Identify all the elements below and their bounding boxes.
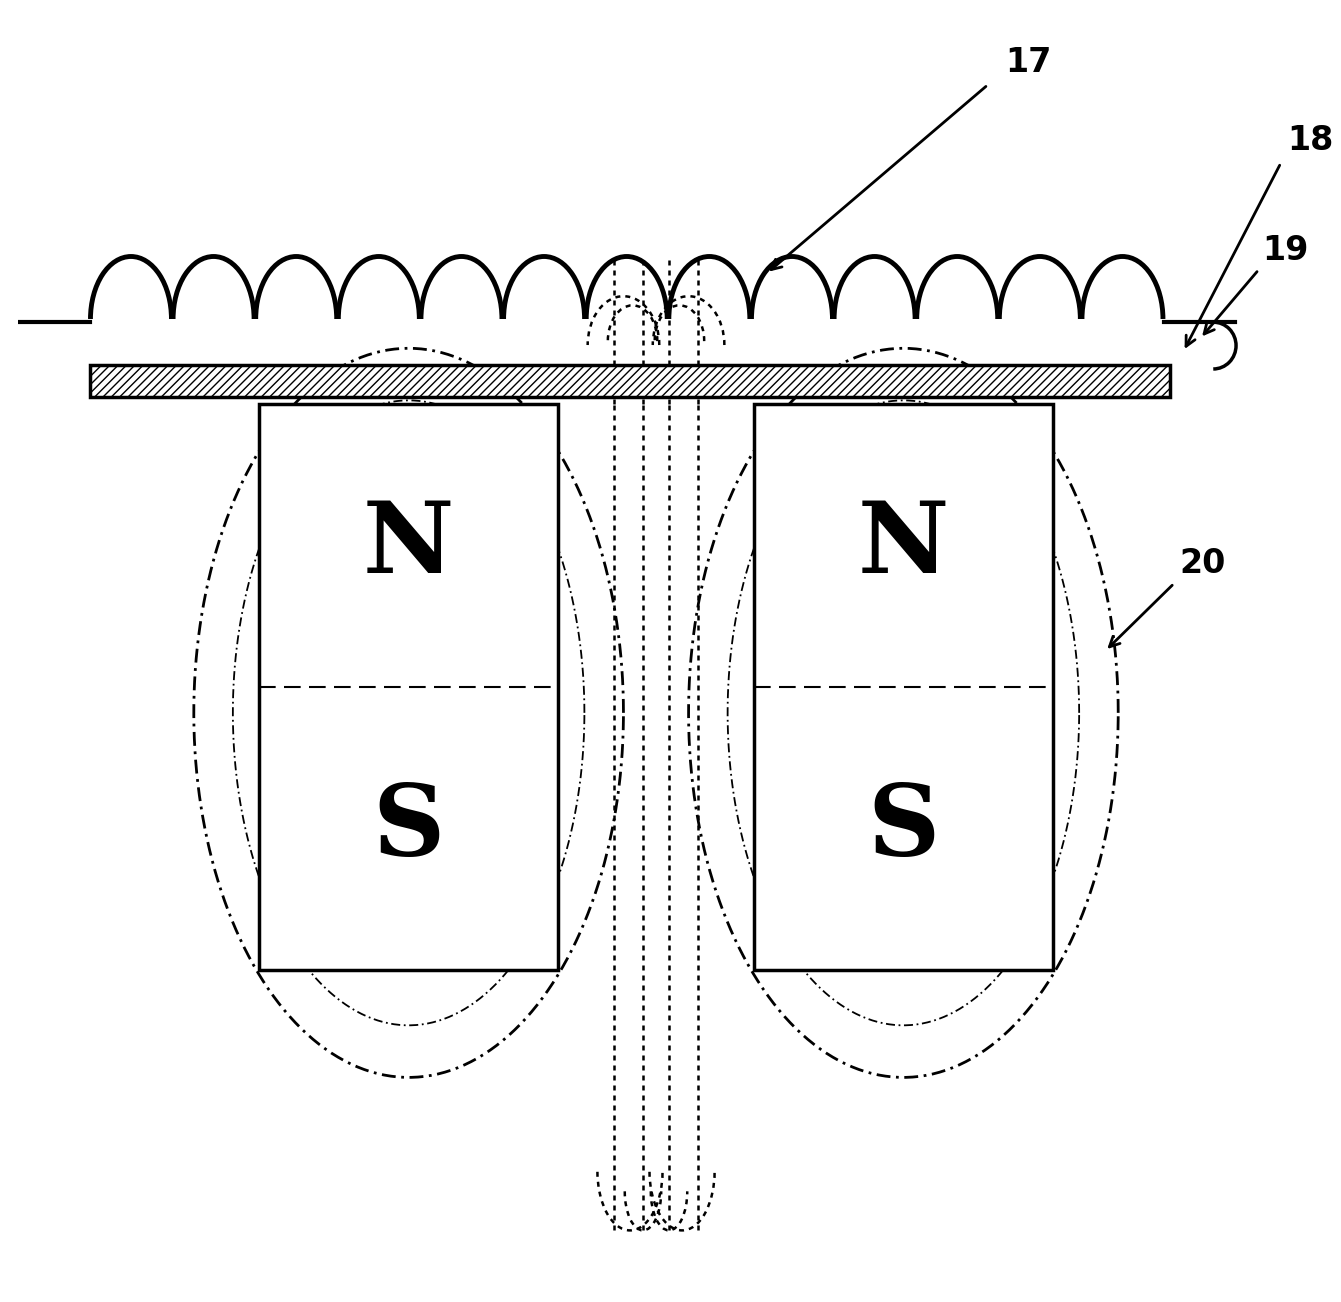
Text: 18: 18	[1287, 124, 1334, 156]
Bar	[90, 365, 1171, 397]
Text: S: S	[373, 780, 445, 878]
Bar	[90, 365, 1171, 397]
Text: 19: 19	[1263, 234, 1309, 267]
Text: 17: 17	[1004, 46, 1051, 78]
Text: 20: 20	[1180, 547, 1226, 579]
Bar	[259, 404, 558, 970]
Text: S: S	[868, 780, 940, 878]
Text: N: N	[363, 496, 455, 594]
Text: N: N	[858, 496, 949, 594]
Bar	[754, 404, 1053, 970]
